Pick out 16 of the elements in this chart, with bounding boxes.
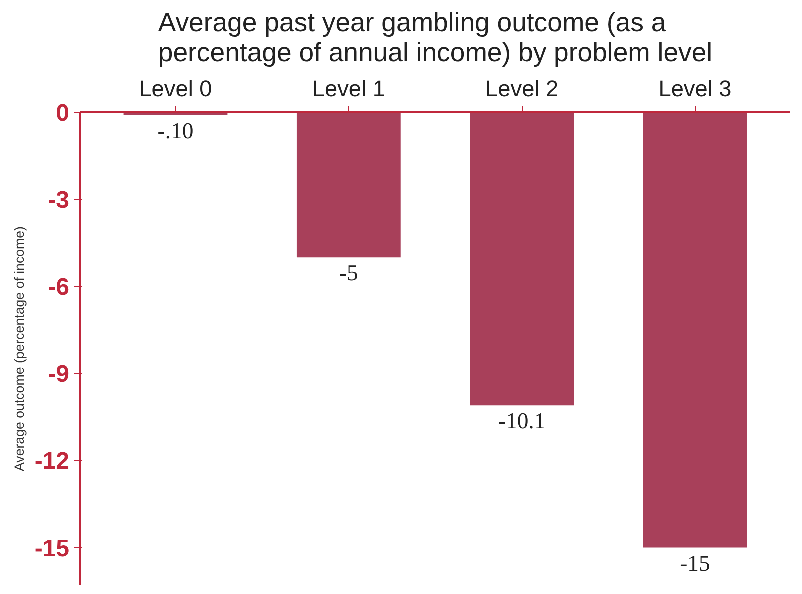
y-tick-label: -3 xyxy=(48,187,70,214)
x-tick-label: Level 3 xyxy=(658,76,732,102)
y-tick-label: -12 xyxy=(34,448,70,476)
x-tick-label: Level 0 xyxy=(139,76,212,102)
y-tick-label: 0 xyxy=(56,100,70,127)
data-label: -10.1 xyxy=(498,408,546,434)
x-tick-label: Level 2 xyxy=(486,76,559,102)
x-tick-label: Level 1 xyxy=(312,76,386,102)
y-tick-label: -6 xyxy=(48,274,70,302)
y-tick-label: -9 xyxy=(48,361,70,388)
y-axis-title: Average outcome (percentage of income) xyxy=(12,226,27,472)
data-label: -.10 xyxy=(158,118,194,144)
data-label: -5 xyxy=(339,260,358,286)
data-label: -15 xyxy=(680,550,710,576)
y-tick-label: -15 xyxy=(34,535,70,562)
chart-title: Average past year gambling outcome (as a percentage of annual income) by problem level xyxy=(158,8,713,68)
